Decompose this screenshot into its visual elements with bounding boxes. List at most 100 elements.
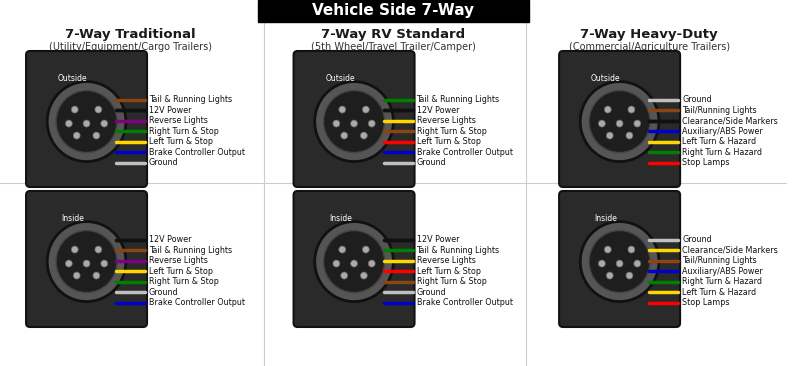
Circle shape [368, 120, 375, 127]
Circle shape [333, 260, 340, 267]
Circle shape [83, 260, 90, 267]
Circle shape [350, 120, 358, 127]
Circle shape [74, 272, 80, 279]
Text: Reverse Lights: Reverse Lights [417, 256, 475, 265]
Text: Reverse Lights: Reverse Lights [149, 116, 208, 125]
Circle shape [589, 231, 650, 292]
Bar [258, 0, 529, 22]
Text: Brake Controller Output: Brake Controller Output [149, 298, 245, 307]
Circle shape [626, 132, 633, 139]
Circle shape [616, 260, 623, 267]
Text: 12V Power: 12V Power [149, 235, 191, 244]
Text: Stop Lamps: Stop Lamps [682, 158, 730, 167]
Circle shape [333, 120, 340, 127]
Text: Tail & Running Lights: Tail & Running Lights [149, 95, 232, 104]
Text: Left Turn & Stop: Left Turn & Stop [417, 266, 481, 276]
Circle shape [56, 90, 117, 153]
Circle shape [628, 106, 635, 113]
Circle shape [361, 132, 367, 139]
Circle shape [56, 231, 117, 292]
Circle shape [323, 90, 385, 153]
Text: Vehicle Side 7-Way: Vehicle Side 7-Way [312, 4, 474, 19]
Circle shape [71, 246, 78, 253]
Text: Reverse Lights: Reverse Lights [149, 256, 208, 265]
FancyBboxPatch shape [559, 51, 680, 187]
Circle shape [83, 120, 90, 127]
Circle shape [350, 260, 358, 267]
Circle shape [580, 82, 659, 161]
Text: Ground: Ground [149, 158, 178, 167]
Text: 12V Power: 12V Power [417, 105, 459, 115]
Circle shape [95, 246, 102, 253]
Text: Outside: Outside [326, 74, 355, 83]
Circle shape [314, 82, 394, 161]
Circle shape [362, 106, 370, 113]
Text: Right Turn & Hazard: Right Turn & Hazard [682, 147, 762, 157]
Circle shape [66, 260, 72, 267]
Text: Auxiliary/ABS Power: Auxiliary/ABS Power [682, 127, 762, 135]
Text: 12V Power: 12V Power [417, 235, 459, 244]
Circle shape [598, 260, 606, 267]
Circle shape [634, 120, 641, 127]
Circle shape [606, 272, 614, 279]
Circle shape [95, 106, 102, 113]
Circle shape [339, 106, 346, 113]
Text: Left Turn & Hazard: Left Turn & Hazard [682, 288, 756, 296]
Text: Right Turn & Stop: Right Turn & Stop [149, 127, 219, 135]
Circle shape [628, 246, 635, 253]
Circle shape [101, 120, 108, 127]
Text: Tail/Running Lights: Tail/Running Lights [682, 105, 757, 115]
Text: Left Turn & Hazard: Left Turn & Hazard [682, 137, 756, 146]
Text: Inside: Inside [329, 213, 352, 223]
Circle shape [634, 260, 641, 267]
Text: (Commercial/Agriculture Trailers): (Commercial/Agriculture Trailers) [569, 42, 730, 52]
Circle shape [93, 132, 100, 139]
Text: 7-Way Traditional: 7-Way Traditional [66, 28, 196, 41]
Circle shape [604, 246, 611, 253]
Circle shape [47, 221, 126, 302]
Text: Left Turn & Stop: Left Turn & Stop [417, 137, 481, 146]
Text: (Utility/Equipment/Cargo Trailers): (Utility/Equipment/Cargo Trailers) [50, 42, 212, 52]
Circle shape [598, 120, 606, 127]
Text: Reverse Lights: Reverse Lights [417, 116, 475, 125]
Text: Stop Lamps: Stop Lamps [682, 298, 730, 307]
Text: Ground: Ground [417, 288, 446, 296]
Circle shape [341, 132, 348, 139]
Circle shape [71, 106, 78, 113]
Circle shape [66, 120, 72, 127]
Circle shape [606, 132, 614, 139]
Text: Inside: Inside [594, 213, 618, 223]
Circle shape [616, 120, 623, 127]
FancyBboxPatch shape [559, 191, 680, 327]
Text: Tail & Running Lights: Tail & Running Lights [149, 246, 232, 255]
Text: Auxiliary/ABS Power: Auxiliary/ABS Power [682, 266, 762, 276]
Circle shape [93, 272, 100, 279]
Text: Ground: Ground [417, 158, 446, 167]
Text: 12V Power: 12V Power [149, 105, 191, 115]
Circle shape [604, 106, 611, 113]
Text: Ground: Ground [682, 95, 712, 104]
Circle shape [101, 260, 108, 267]
Text: Clearance/Side Markers: Clearance/Side Markers [682, 116, 778, 125]
Text: Right Turn & Hazard: Right Turn & Hazard [682, 277, 762, 286]
Text: Right Turn & Stop: Right Turn & Stop [149, 277, 219, 286]
Circle shape [580, 221, 659, 302]
Text: Brake Controller Output: Brake Controller Output [417, 298, 513, 307]
Text: (5th Wheel/Travel Trailer/Camper): (5th Wheel/Travel Trailer/Camper) [311, 42, 476, 52]
Text: Tail/Running Lights: Tail/Running Lights [682, 256, 757, 265]
Circle shape [361, 272, 367, 279]
Text: 7-Way RV Standard: 7-Way RV Standard [322, 28, 466, 41]
Circle shape [589, 90, 650, 153]
Text: Inside: Inside [62, 213, 84, 223]
Text: Left Turn & Stop: Left Turn & Stop [149, 137, 213, 146]
Text: Brake Controller Output: Brake Controller Output [149, 147, 245, 157]
Text: Clearance/Side Markers: Clearance/Side Markers [682, 246, 778, 255]
Text: Right Turn & Stop: Right Turn & Stop [417, 277, 486, 286]
Text: Ground: Ground [682, 235, 712, 244]
Text: Tail & Running Lights: Tail & Running Lights [417, 246, 500, 255]
Text: Tail & Running Lights: Tail & Running Lights [417, 95, 500, 104]
Text: Ground: Ground [149, 288, 178, 296]
Circle shape [362, 246, 370, 253]
Circle shape [47, 82, 126, 161]
FancyBboxPatch shape [294, 191, 414, 327]
